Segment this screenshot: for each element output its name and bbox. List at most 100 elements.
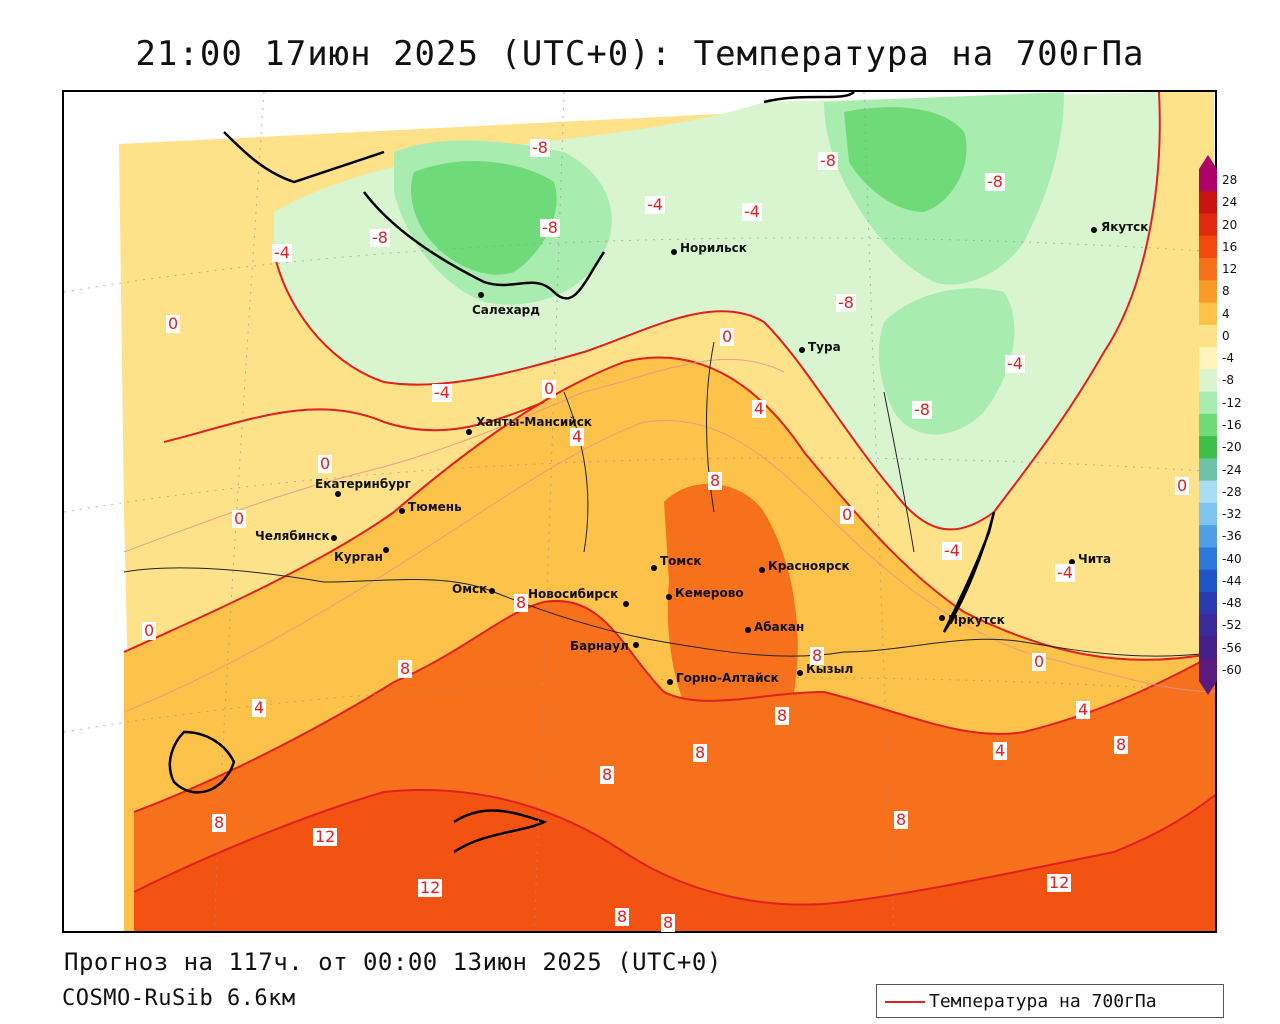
map-panel[interactable] xyxy=(62,90,1217,933)
city-label-irkutsk: Иркутск xyxy=(948,613,1005,627)
isotherm-label: -8 xyxy=(985,172,1005,191)
isotherm-label: 12 xyxy=(418,878,443,897)
colorbar-segment xyxy=(1199,169,1217,192)
colorbar-segment xyxy=(1199,502,1217,526)
isotherm-label: 0 xyxy=(142,621,157,640)
isotherm-label: 0 xyxy=(542,379,557,398)
city-label-kyzyl: Кызыл xyxy=(806,662,854,676)
colorbar-tick-label: -56 xyxy=(1222,640,1242,655)
colorbar-segment xyxy=(1199,480,1217,504)
colorbar-tick-label: -48 xyxy=(1222,596,1242,611)
colorbar-tick-label: 20 xyxy=(1222,217,1238,232)
colorbar-tick-label: 24 xyxy=(1222,195,1238,210)
colorbar-segment xyxy=(1199,591,1217,615)
city-dot xyxy=(623,601,629,607)
colorbar-segment xyxy=(1199,369,1217,393)
isotherm-label: 0 xyxy=(720,327,735,346)
city-dot xyxy=(666,594,672,600)
isotherm-label: -4 xyxy=(272,243,292,262)
colorbar-segment xyxy=(1199,458,1217,482)
colorbar-tick-label: -40 xyxy=(1222,551,1242,566)
isotherm-label: 0 xyxy=(840,505,855,524)
city-dot xyxy=(799,347,805,353)
isotherm-label: 0 xyxy=(232,509,247,528)
city-label-salekhard: Салехард xyxy=(472,303,540,317)
city-label-ekaterinburg: Екатеринбург xyxy=(315,477,411,491)
isotherm-label: 8 xyxy=(661,913,676,932)
colorbar-tick-label: -16 xyxy=(1222,418,1242,432)
isotherm-label: 8 xyxy=(600,765,615,784)
isotherm-label: 4 xyxy=(252,698,267,717)
isotherm-label: 4 xyxy=(1076,700,1091,719)
isotherm-label: 8 xyxy=(894,810,909,829)
isotherm-label: -4 xyxy=(645,195,665,214)
colorbar-segment xyxy=(1199,391,1217,415)
city-dot xyxy=(745,627,751,633)
colorbar-tick-label: 28 xyxy=(1222,173,1238,188)
city-label-norilsk: Норильск xyxy=(680,241,747,255)
colorbar-segment xyxy=(1199,235,1217,259)
colorbar-tick-label: -44 xyxy=(1222,573,1242,588)
temperature-field-map xyxy=(64,92,1215,931)
city-dot xyxy=(331,535,337,541)
city-label-kemerovo: Кемерово xyxy=(675,586,744,600)
colorbar-segment xyxy=(1199,636,1217,660)
city-label-yakutsk: Якутск xyxy=(1101,220,1149,234)
chart-title: 21:00 17июн 2025 (UTC+0): Температура на… xyxy=(135,34,1145,74)
colorbar-tick-label: -36 xyxy=(1222,529,1242,544)
city-label-tomsk: Томск xyxy=(660,554,702,568)
isotherm-label: 8 xyxy=(212,813,227,832)
temperature-colorbar xyxy=(1199,155,1217,695)
colorbar-top-arrow xyxy=(1199,155,1217,169)
city-dot xyxy=(383,547,389,553)
city-dot xyxy=(671,249,677,255)
city-label-chita: Чита xyxy=(1078,552,1112,566)
isotherm-label: 8 xyxy=(708,471,723,490)
legend: Температура на 700гПа xyxy=(876,984,1224,1018)
colorbar-tick-label: 12 xyxy=(1222,262,1238,277)
isotherm-label: -8 xyxy=(818,151,838,170)
colorbar-segment xyxy=(1199,213,1217,237)
isotherm-label: 0 xyxy=(166,314,181,333)
colorbar-segment xyxy=(1199,413,1217,437)
city-label-gorno-altaysk: Горно-Алтайск xyxy=(676,671,779,685)
colorbar-segment xyxy=(1199,614,1217,637)
isotherm-label: 4 xyxy=(752,399,767,418)
city-label-novosibirsk: Новосибирск xyxy=(528,587,619,601)
isotherm-label: -8 xyxy=(912,400,932,419)
colorbar-segment xyxy=(1199,347,1217,370)
colorbar-tick-label: -8 xyxy=(1222,373,1234,388)
city-label-chelyabinsk: Челябинск xyxy=(255,529,330,543)
colorbar-tick-label: -52 xyxy=(1222,618,1242,633)
isotherm-label: 8 xyxy=(775,706,790,725)
colorbar-tick-label: -32 xyxy=(1222,507,1242,522)
colorbar-segment xyxy=(1199,258,1217,281)
city-label-khanty-mansiysk: Ханты-Мансийск xyxy=(476,415,592,429)
colorbar-tick-label: 16 xyxy=(1222,239,1238,254)
city-dot xyxy=(667,679,673,685)
isotherm-label: 0 xyxy=(1032,652,1047,671)
city-dot xyxy=(651,565,657,571)
city-dot xyxy=(466,429,472,435)
legend-line-swatch xyxy=(885,1001,925,1003)
city-dot xyxy=(633,642,639,648)
city-dot xyxy=(489,588,495,594)
city-dot xyxy=(1069,559,1075,565)
colorbar-tick-label: 0 xyxy=(1222,328,1230,343)
isotherm-label: 4 xyxy=(993,741,1008,760)
city-dot xyxy=(1091,227,1097,233)
isotherm-label: -4 xyxy=(432,383,452,402)
model-name: COSMO-RuSib 6.6км xyxy=(62,986,296,1011)
colorbar-tick-label: -28 xyxy=(1222,484,1242,499)
colorbar-tick-label: 4 xyxy=(1222,306,1230,321)
colorbar-segment xyxy=(1199,436,1217,459)
isotherm-label: -8 xyxy=(540,218,560,237)
colorbar-tick-label: -4 xyxy=(1222,351,1234,366)
isotherm-label: 8 xyxy=(615,907,630,926)
isotherm-label: 8 xyxy=(810,646,825,665)
colorbar-segment xyxy=(1199,302,1217,326)
isotherm-label: 0 xyxy=(318,454,333,473)
city-label-abakan: Абакан xyxy=(754,620,805,634)
city-label-kurgan: Курган xyxy=(334,550,383,564)
isotherm-label: 8 xyxy=(398,659,413,678)
